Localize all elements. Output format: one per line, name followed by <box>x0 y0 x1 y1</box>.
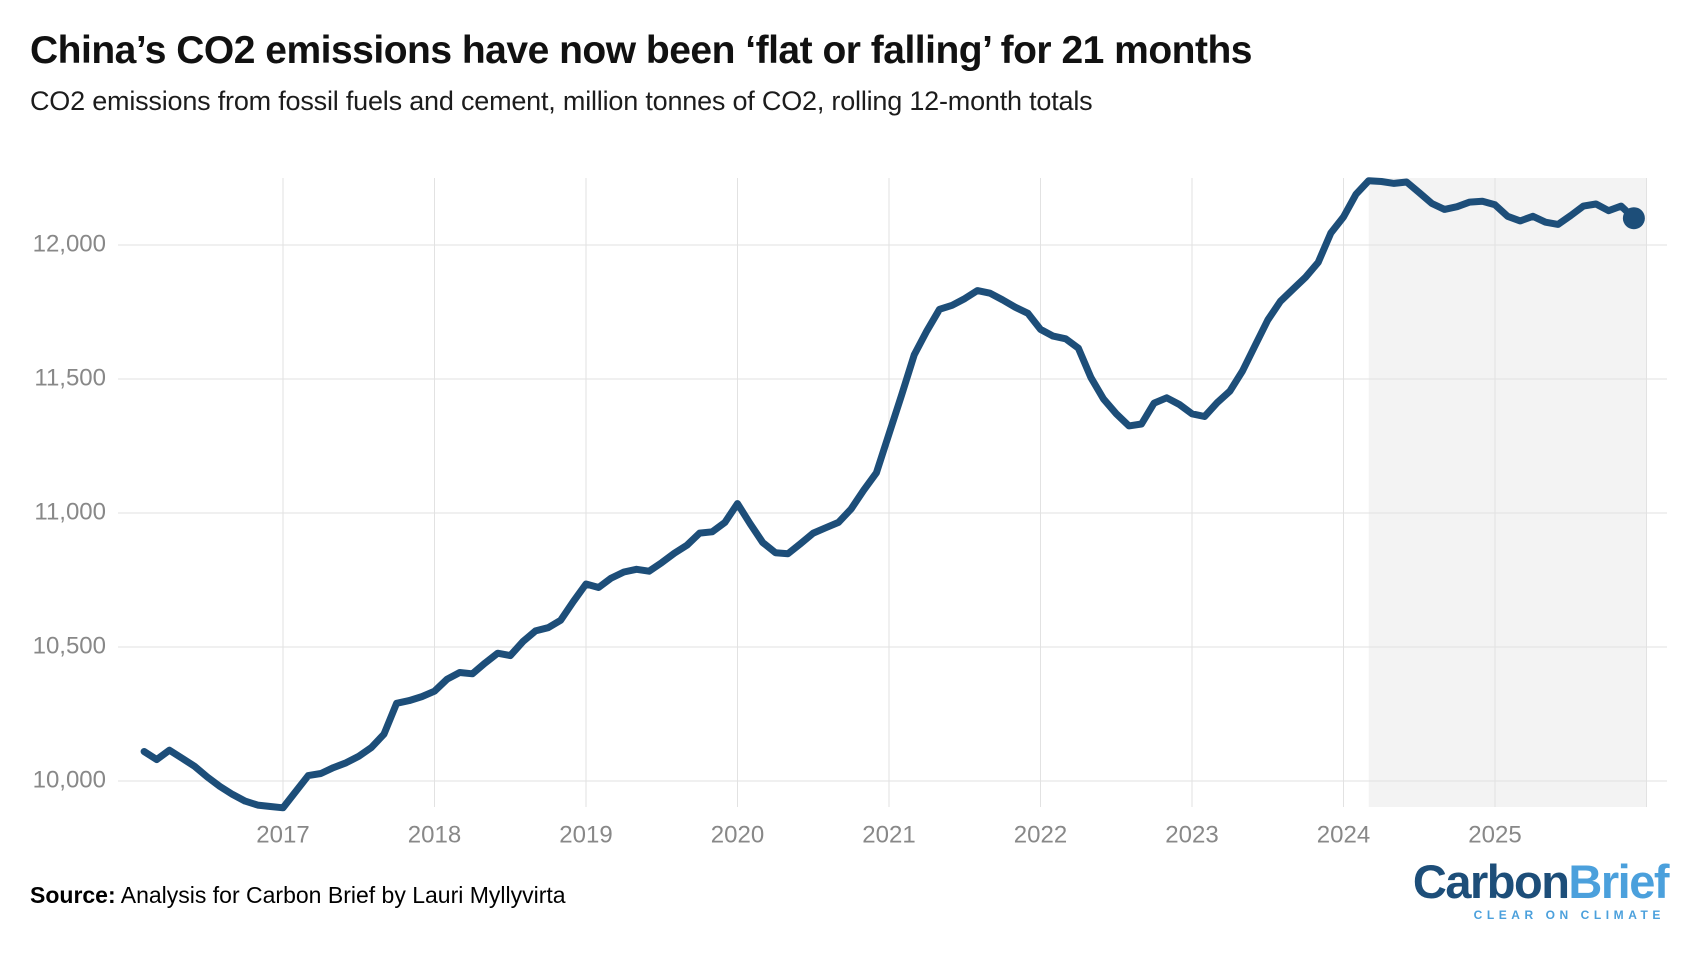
y-axis-tick-label: 11,500 <box>34 364 106 391</box>
y-axis-tick-label: 10,500 <box>33 632 106 659</box>
y-axis-tick-label: 11,000 <box>34 498 106 525</box>
x-axis-tick-label: 2017 <box>256 821 309 848</box>
chart-subtitle: CO2 emissions from fossil fuels and ceme… <box>30 86 1093 116</box>
y-axis-tick-label: 12,000 <box>33 230 106 257</box>
x-axis-tick-label: 2025 <box>1468 821 1521 848</box>
source-label: Source: <box>30 882 116 908</box>
chart-title: China’s CO2 emissions have now been ‘fla… <box>30 29 1252 72</box>
highlight-band <box>1368 178 1647 807</box>
source-text: Analysis for Carbon Brief by Lauri Mylly… <box>115 882 566 908</box>
x-axis-tick-label: 2022 <box>1014 821 1067 848</box>
latest-point-dot <box>1622 207 1645 230</box>
logo-carbon-text: Carbon <box>1412 855 1570 908</box>
x-axis-tick-label: 2020 <box>711 821 764 848</box>
x-axis-tick-label: 2024 <box>1317 821 1370 848</box>
x-axis-tick-label: 2021 <box>862 821 915 848</box>
y-axis-tick-label: 10,000 <box>33 766 106 793</box>
x-axis-tick-label: 2023 <box>1165 821 1218 848</box>
carbonbrief-logo: CarbonBrief CLEAR ON CLIMATE <box>1412 855 1670 922</box>
x-axis-tick-label: 2019 <box>559 821 612 848</box>
emissions-line <box>140 177 1638 812</box>
logo-brief-text: Brief <box>1568 855 1669 908</box>
carbonbrief-wordmark: CarbonBrief <box>1412 855 1670 908</box>
x-axis-tick-label: 2018 <box>408 821 461 848</box>
source-line: Source: Analysis for Carbon Brief by Lau… <box>30 882 566 909</box>
logo-tagline: CLEAR ON CLIMATE <box>1473 908 1665 922</box>
